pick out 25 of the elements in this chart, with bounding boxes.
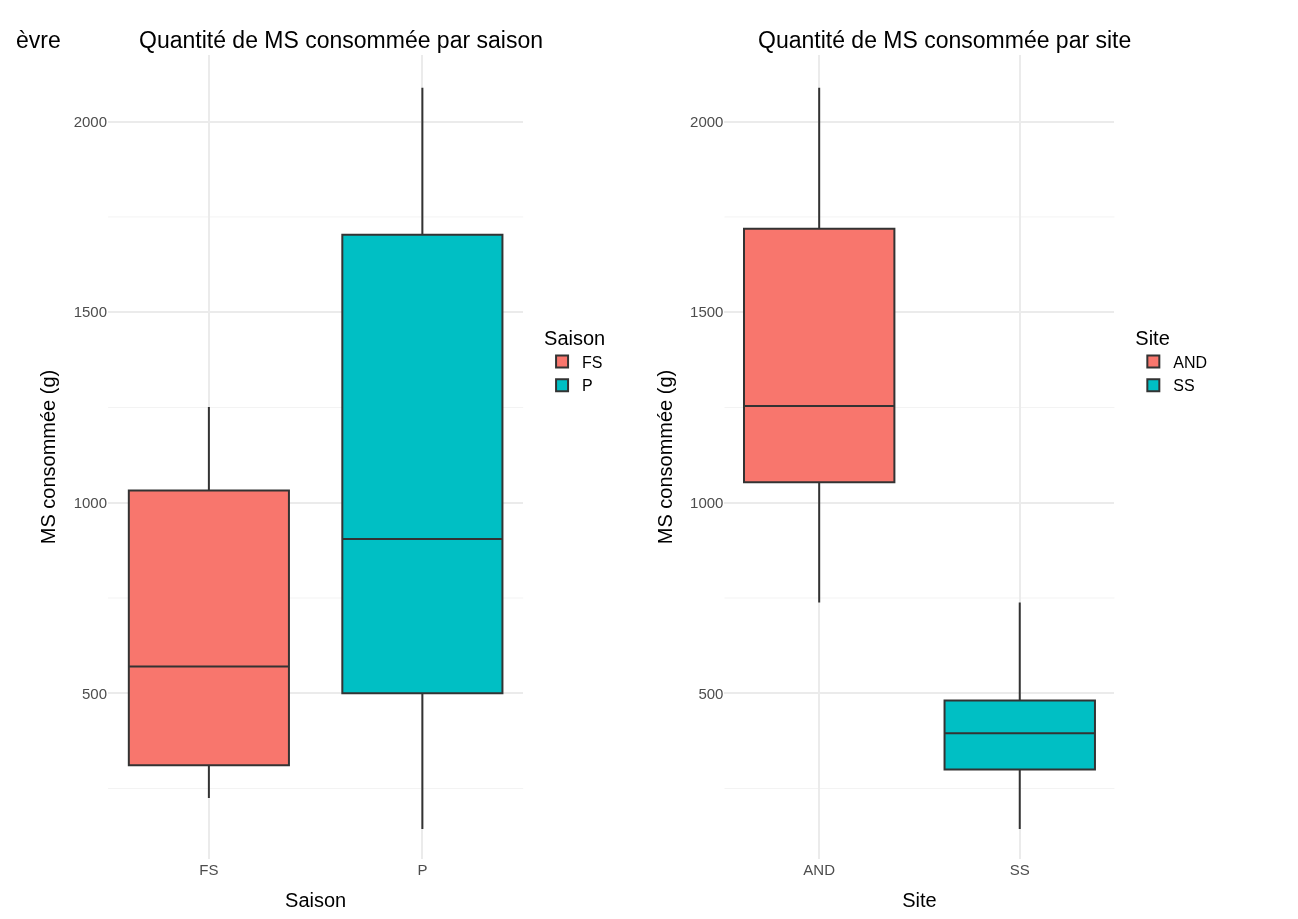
y-axis-title: MS consommée (g) — [653, 369, 676, 545]
legend-label: SS — [1173, 377, 1195, 395]
y-tick-label: 1000 — [73, 493, 108, 511]
y-tick-label: 1000 — [690, 493, 724, 511]
chart-title: Quantité de MS consommée par saison — [139, 27, 543, 53]
x-axis-title: Saison — [285, 888, 347, 911]
text: èvre — [16, 27, 61, 53]
y-tick-label: 2000 — [690, 112, 724, 130]
legend-label: P — [582, 377, 593, 395]
y-tick-label: 1500 — [690, 303, 724, 321]
x-tick-label: SS — [1009, 861, 1030, 878]
legend-title: Saison — [544, 326, 606, 349]
legend-title: Site — [1135, 326, 1170, 349]
x-tick-label: FS — [199, 861, 219, 878]
y-axis-title: MS consommée (g) — [37, 369, 60, 545]
x-tick-label: AND — [803, 861, 836, 878]
y-tick-label: 500 — [698, 684, 724, 702]
y-tick-label: 500 — [82, 684, 108, 702]
x-tick-label: P — [417, 861, 428, 878]
x-axis-title: Site — [902, 888, 937, 911]
y-tick-label: 2000 — [73, 112, 108, 130]
legend-label: AND — [1173, 353, 1208, 371]
chart-title: Quantité de MS consommée par site — [758, 27, 1132, 53]
legend-label: FS — [582, 353, 603, 371]
y-tick-label: 1500 — [73, 303, 108, 321]
